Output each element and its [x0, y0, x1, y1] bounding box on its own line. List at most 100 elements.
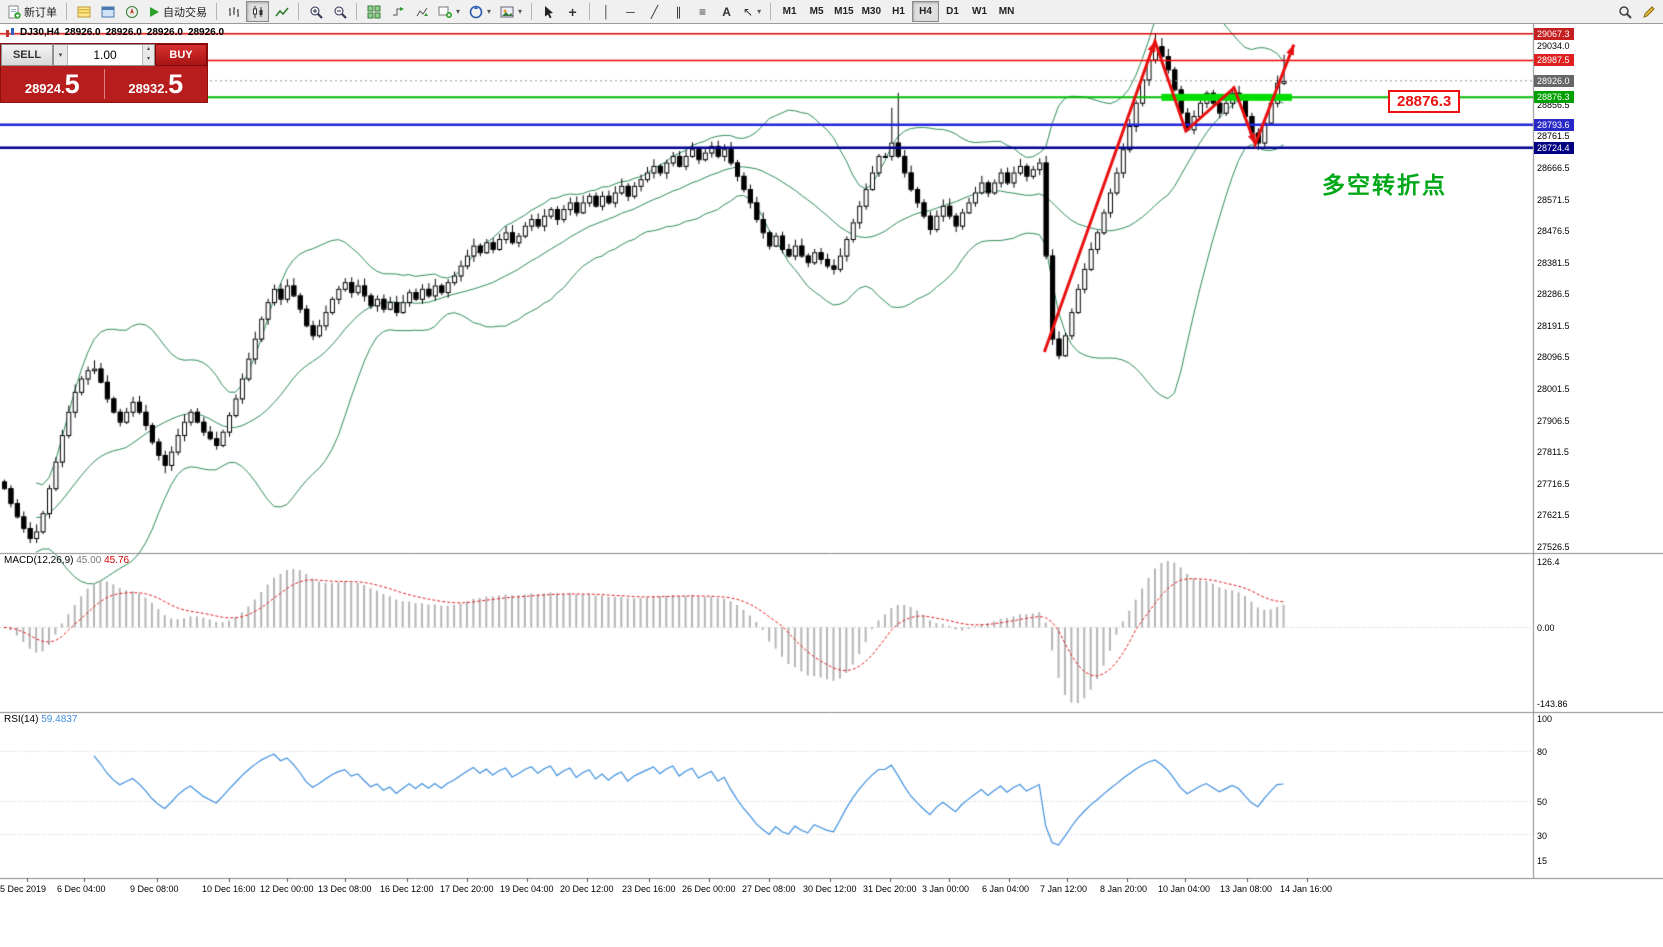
channel-button[interactable]: ∥ — [667, 1, 690, 22]
horizontal-line-icon: ─ — [626, 4, 635, 19]
candlestick-chart-icon — [251, 5, 265, 19]
crosshair-icon: + — [568, 3, 577, 20]
price-scale-label: 27906.5 — [1537, 415, 1570, 426]
tile-windows-button[interactable] — [362, 1, 385, 22]
rsi-label: RSI(14) 59.4837 — [4, 714, 77, 725]
volume-value[interactable]: 1.00 — [93, 48, 117, 62]
candlestick-chart-button[interactable] — [246, 1, 269, 22]
timeframe-w1-button[interactable]: W1 — [966, 1, 993, 22]
time-scale-label: 13 Jan 08:00 — [1220, 884, 1273, 894]
time-scale-label: 20 Dec 12:00 — [560, 884, 614, 894]
price-scale-tag: 28987.5 — [1534, 54, 1574, 67]
crosshair-button[interactable]: + — [561, 1, 584, 22]
arrow-tools-button[interactable]: ↖ ▾ — [739, 1, 765, 22]
volume-input[interactable]: ▾ 1.00 ▴ ▾ — [53, 44, 155, 66]
time-scale-label: 7 Jan 12:00 — [1040, 884, 1088, 894]
time-scale-label: 17 Dec 20:00 — [440, 884, 494, 894]
arrow-tool-icon: ↖ — [743, 4, 754, 19]
data-window-icon — [101, 5, 115, 19]
buy-button[interactable]: BUY — [155, 44, 207, 66]
zoom-out-button[interactable] — [328, 1, 351, 22]
price-scale-label: 27621.5 — [1537, 510, 1570, 521]
timeframe-d1-button[interactable]: D1 — [939, 1, 966, 22]
timeframe-h4-button[interactable]: H4 — [912, 1, 940, 22]
price-scale-label: 28856.5 — [1537, 99, 1570, 110]
timeframe-h1-button[interactable]: H1 — [885, 1, 912, 22]
turning-point-annotation: 多空转折点 — [1322, 172, 1447, 198]
timeframe-m30-button[interactable]: M30 — [858, 1, 885, 22]
zoom-in-button[interactable] — [304, 1, 327, 22]
time-scale-label: 27 Dec 08:00 — [742, 884, 796, 894]
timeframe-toolbar: M1 M5 M15 M30 H1 H4 D1 W1 MN — [776, 1, 1020, 22]
sell-price[interactable]: 28924. 5 — [1, 69, 104, 99]
time-scale-label: 3 Jan 00:00 — [922, 884, 970, 894]
search-button[interactable] — [1613, 1, 1636, 22]
chart-shift-icon — [415, 5, 429, 19]
fibonacci-icon: ≡ — [699, 4, 707, 19]
symbol-name: DJ30,H4 — [20, 27, 60, 38]
caret-down-icon: ▾ — [518, 7, 523, 16]
volume-down-button[interactable]: ▾ — [142, 55, 154, 65]
timeframe-mn-button[interactable]: MN — [993, 1, 1020, 22]
chart-shift-button[interactable] — [410, 1, 433, 22]
toolbar-separator — [66, 3, 67, 20]
timeframe-m1-button[interactable]: M1 — [776, 1, 803, 22]
ohlc-open: 28926.0 — [64, 27, 101, 38]
new-order-icon — [7, 5, 21, 19]
profiles-button[interactable]: ▾ — [465, 1, 495, 22]
price-annotation-box[interactable]: 28876.3 — [1388, 90, 1461, 113]
data-window-button[interactable] — [96, 1, 119, 22]
price-scale-label: 27526.5 — [1537, 541, 1570, 552]
templates-button[interactable]: ▾ — [496, 1, 526, 22]
navigator-button[interactable] — [120, 1, 143, 22]
cursor-button[interactable] — [537, 1, 560, 22]
channel-icon: ∥ — [675, 4, 682, 19]
line-chart-button[interactable] — [270, 1, 293, 22]
quick-edit-button[interactable] — [1637, 1, 1660, 22]
time-scale-label: 8 Jan 20:00 — [1100, 884, 1148, 894]
timeframe-m5-button[interactable]: M5 — [803, 1, 830, 22]
auto-scroll-button[interactable] — [386, 1, 409, 22]
sell-price-big-digit: 5 — [64, 69, 80, 99]
price-scale-label: 27716.5 — [1537, 478, 1570, 489]
price-scale-label: 28381.5 — [1537, 257, 1570, 268]
autotrading-icon — [148, 6, 160, 18]
new-chart-icon — [438, 5, 452, 19]
time-scale-label: 16 Dec 12:00 — [380, 884, 434, 894]
price-scale-label: 28001.5 — [1537, 384, 1570, 395]
bar-chart-button[interactable] — [222, 1, 245, 22]
new-chart-button[interactable]: ▾ — [434, 1, 464, 22]
time-scale-label: 5 Dec 2019 — [0, 884, 47, 894]
price-scale-label: 28286.5 — [1537, 289, 1570, 300]
price-scale-tag: 29067.3 — [1534, 27, 1574, 40]
ohlc-low: 28926.0 — [146, 27, 183, 38]
timeframe-m15-button[interactable]: M15 — [830, 1, 857, 22]
line-chart-icon — [274, 5, 289, 19]
volume-up-button[interactable]: ▴ — [142, 45, 154, 55]
horizontal-line-button[interactable]: ─ — [619, 1, 642, 22]
pencil-icon — [1642, 5, 1656, 19]
time-scale-label: 31 Dec 20:00 — [863, 884, 917, 894]
new-order-label: 新订单 — [24, 6, 57, 19]
market-watch-button[interactable] — [72, 1, 95, 22]
price-scale-label: 28191.5 — [1537, 320, 1570, 331]
buy-price[interactable]: 28932. 5 — [103, 69, 208, 99]
buy-price-big-digit: 5 — [168, 69, 184, 99]
volume-stepper: ▴ ▾ — [142, 45, 154, 65]
price-scale-tag: 28876.3 — [1534, 91, 1574, 104]
macd-scale-label: 126.4 — [1537, 557, 1560, 567]
vertical-line-button[interactable]: │ — [595, 1, 618, 22]
time-scale-label: 26 Dec 00:00 — [682, 884, 736, 894]
text-tool-button[interactable]: A — [715, 1, 738, 22]
zoom-in-icon — [309, 5, 323, 19]
price-scale-tag: 28926.0 — [1534, 74, 1574, 87]
toolbar-separator — [770, 3, 772, 20]
sell-button[interactable]: SELL — [1, 44, 53, 66]
fibonacci-button[interactable]: ≡ — [691, 1, 714, 22]
new-order-button[interactable]: 新订单 — [3, 1, 61, 22]
autotrading-button[interactable]: 自动交易 — [144, 1, 211, 22]
rsi-scale-label: 30 — [1537, 830, 1548, 841]
volume-dropdown-icon[interactable]: ▾ — [54, 45, 68, 65]
chart-canvas[interactable] — [0, 24, 1663, 947]
trendline-button[interactable]: ╱ — [643, 1, 666, 22]
